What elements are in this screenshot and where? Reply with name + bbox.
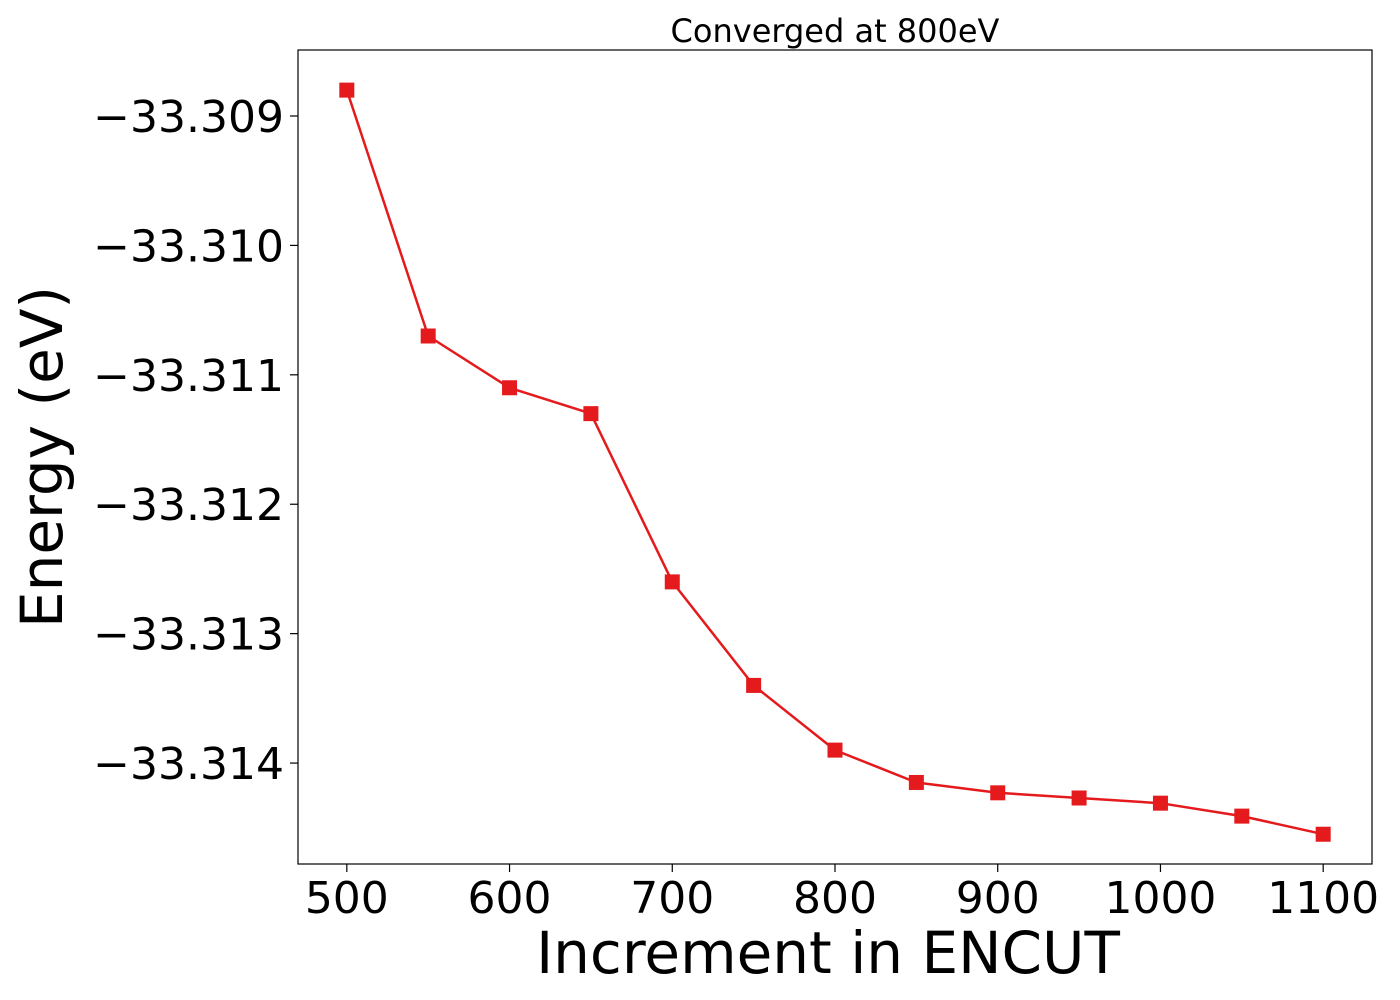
series-line	[345, 89, 1324, 836]
x-axis-title: Increment in ENCUT	[536, 919, 1120, 987]
data-point-marker	[1152, 795, 1168, 811]
x-tick-label: 900	[956, 873, 1040, 924]
x-tick-label: 500	[305, 873, 389, 924]
y-axis-title: Energy (eV)	[8, 286, 76, 628]
data-point-marker	[502, 380, 518, 396]
data-point-marker	[1315, 826, 1331, 842]
data-point-marker	[664, 574, 680, 590]
data-point-marker	[420, 328, 436, 344]
y-tick-label: −33.314	[93, 739, 284, 790]
data-point-marker	[583, 406, 599, 422]
y-axis-ticks: −33.309 −33.310 −33.311 −33.312 −33.313 −33.3…	[93, 92, 298, 790]
data-point-marker	[908, 774, 924, 790]
x-tick-label: 800	[793, 873, 877, 924]
chart-title: Converged at 800eV	[671, 12, 1000, 50]
y-tick-label: −33.309	[93, 92, 284, 143]
y-tick-label: −33.311	[93, 351, 284, 402]
data-point-marker	[1071, 790, 1087, 806]
y-tick-label: −33.313	[93, 610, 284, 661]
data-point-marker	[1234, 808, 1250, 824]
x-tick-label: 1000	[1104, 873, 1216, 924]
data-point-marker	[827, 742, 843, 758]
x-tick-label: 1100	[1267, 873, 1379, 924]
x-tick-label: 600	[468, 873, 552, 924]
x-tick-label: 700	[630, 873, 714, 924]
y-tick-label: −33.312	[93, 480, 284, 531]
x-axis-ticks: 500 600 700 800 900 1000 1100	[305, 864, 1379, 924]
data-point-marker	[990, 785, 1006, 801]
data-point-marker	[339, 82, 355, 98]
data-point-marker	[746, 677, 762, 693]
plot-frame	[297, 49, 1373, 865]
y-tick-label: −33.310	[93, 221, 284, 272]
series-markers	[339, 82, 1331, 842]
